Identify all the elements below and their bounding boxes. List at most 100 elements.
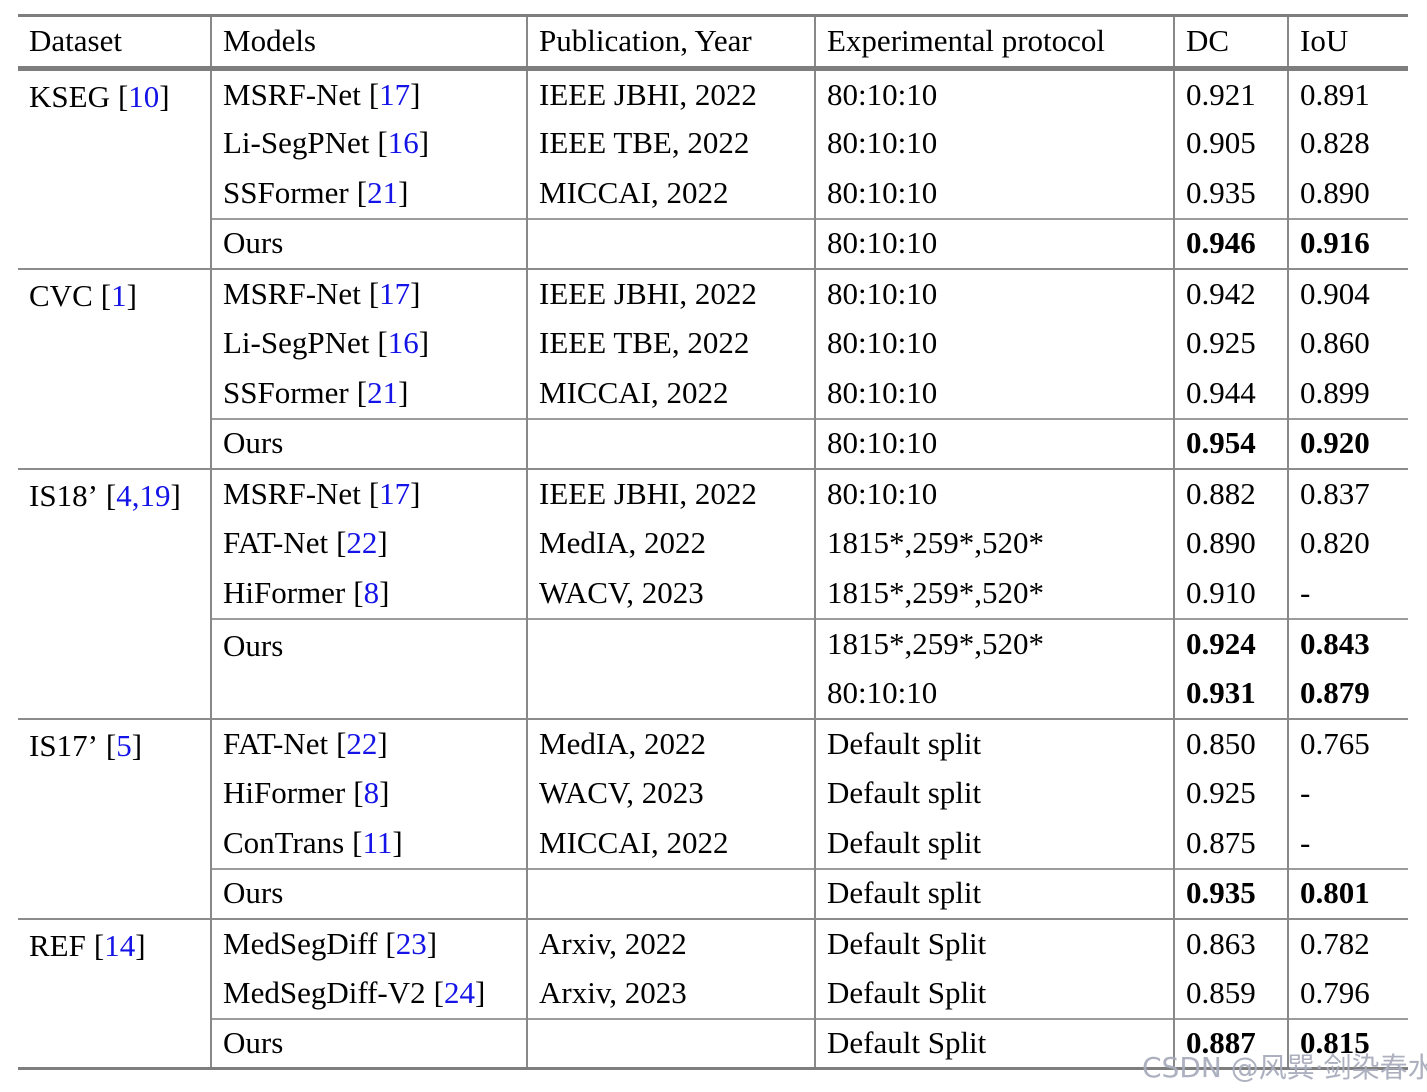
citation-link[interactable]: [1] <box>101 278 137 313</box>
dc-cell: 0.925 <box>1173 318 1288 369</box>
table-row: KSEG [10] MSRF-Net [17] IEEE JBHI, 2022 80… <box>18 68 1408 119</box>
bracket: [ <box>377 125 388 161</box>
cite-number[interactable]: 11 <box>362 824 393 860</box>
dataset-cell: IS18’ [4,19] <box>18 467 211 719</box>
ours-row: Ours Default split 0.935 0.801 <box>18 867 1408 919</box>
citation-link[interactable]: [21] <box>357 175 409 210</box>
citation-link[interactable]: [14] <box>94 928 146 963</box>
protocol-cell: 80:10:10 <box>814 368 1174 419</box>
citation-link[interactable]: [17] <box>369 77 421 112</box>
model-name: ConTrans <box>223 824 345 860</box>
citation-link[interactable]: [23] <box>385 926 437 961</box>
ours-row: 80:10:10 0.931 0.879 <box>18 668 1408 719</box>
cite-number[interactable]: 14 <box>104 927 136 963</box>
dc-cell: 0.931 <box>1173 668 1288 719</box>
dc-cell: 0.875 <box>1173 818 1288 869</box>
table-row: REF [14] MedSegDiff [23] Arxiv, 2022 Defau… <box>18 917 1408 1069</box>
cite-number[interactable]: 17 <box>379 475 411 511</box>
dataset-name: KSEG <box>29 79 110 114</box>
column-header-publication: Publication, Year <box>526 15 815 71</box>
model-name: HiFormer <box>223 574 346 610</box>
bracket: [ <box>352 824 363 860</box>
dc-cell: 0.882 <box>1173 467 1288 519</box>
table-row: SSFormer [21] MICCAI, 2022 80:10:10 0.935… <box>18 168 1408 219</box>
publication-cell: MICCAI, 2022 <box>526 818 815 869</box>
bracket: [ <box>385 925 396 961</box>
table-row: ConTrans [11] MICCAI, 2022 Default split … <box>18 818 1408 869</box>
cite-number[interactable]: 16 <box>387 125 419 161</box>
dc-cell: 0.859 <box>1173 968 1288 1019</box>
publication-cell <box>526 867 815 919</box>
dc-cell: 0.944 <box>1173 368 1288 419</box>
cite-number[interactable]: 21 <box>367 174 399 210</box>
bracket: ] <box>170 477 181 513</box>
dataset-name: CVC <box>29 277 93 313</box>
bracket: [ <box>368 475 380 511</box>
model-cell: HiFormer [8] <box>210 768 527 819</box>
cite-number[interactable]: 5 <box>116 727 132 763</box>
table-row: IS18’ [4,19] MSRF-Net [17] IEEE JBHI, 2022… <box>18 467 1408 719</box>
citation-link[interactable]: [24] <box>434 975 486 1010</box>
model-name: MSRF-Net <box>223 475 361 511</box>
iou-cell: 0.890 <box>1287 168 1408 219</box>
table-row: Li-SegPNet [16] IEEE TBE, 2022 80:10:10 0… <box>18 318 1408 369</box>
citation-link[interactable]: [8] <box>353 775 389 810</box>
protocol-cell: 80:10:10 <box>814 267 1174 319</box>
cite-number[interactable]: 23 <box>395 925 427 961</box>
publication-cell: MICCAI, 2022 <box>526 168 815 219</box>
iou-cell: 0.891 <box>1287 68 1408 119</box>
cite-number[interactable]: 1 <box>111 277 127 313</box>
dc-cell: 0.935 <box>1173 867 1288 919</box>
cite-number[interactable]: 22 <box>346 725 378 761</box>
citation-link[interactable]: [5] <box>106 728 142 763</box>
table-row: HiFormer [8] WACV, 2023 Default split 0.9… <box>18 768 1408 819</box>
protocol-cell: Default split <box>814 717 1174 769</box>
cite-number[interactable]: 10 <box>128 79 160 114</box>
citation-link[interactable]: [10] <box>118 79 170 114</box>
citation-link[interactable]: [11] <box>352 825 403 860</box>
bracket: ] <box>159 79 170 114</box>
bracket: ] <box>410 76 421 112</box>
publication-cell: Arxiv, 2023 <box>526 968 815 1019</box>
bracket: ] <box>410 275 421 311</box>
bracket: ] <box>392 824 403 860</box>
bracket: [ <box>336 525 347 561</box>
cite-number[interactable]: 17 <box>379 76 411 112</box>
protocol-cell: 80:10:10 <box>814 118 1174 169</box>
cite-number[interactable]: 4,19 <box>116 477 171 513</box>
protocol-cell: 80:10:10 <box>814 417 1174 469</box>
bracket: [ <box>353 775 364 811</box>
iou-cell: 0.765 <box>1287 717 1408 769</box>
cite-number[interactable]: 8 <box>363 574 380 610</box>
citation-link[interactable]: [22] <box>336 525 388 560</box>
citation-link[interactable]: [8] <box>353 575 389 610</box>
model-cell: MedSegDiff [23] <box>210 917 527 969</box>
cite-number[interactable]: 21 <box>367 374 399 410</box>
citation-link[interactable]: [21] <box>357 375 409 410</box>
publication-cell: IEEE JBHI, 2022 <box>526 68 815 119</box>
dc-cell: 0.942 <box>1173 267 1288 319</box>
iou-cell: 0.782 <box>1287 917 1408 969</box>
citation-link[interactable]: [4,19] <box>106 478 181 513</box>
bracket: ] <box>426 925 438 961</box>
protocol-cell: 80:10:10 <box>814 168 1174 219</box>
dc-cell: 0.925 <box>1173 768 1288 819</box>
model-name: SSFormer <box>223 374 349 410</box>
citation-link[interactable]: [16] <box>377 325 429 360</box>
cite-number[interactable]: 17 <box>379 275 411 311</box>
citation-link[interactable]: [17] <box>369 276 421 311</box>
citation-link[interactable]: [16] <box>377 125 429 160</box>
model-name: MedSegDiff <box>223 925 378 961</box>
citation-link[interactable]: [17] <box>369 476 421 511</box>
model-cell: MedSegDiff-V2 [24] <box>210 968 527 1019</box>
cite-number[interactable]: 16 <box>387 325 419 361</box>
bracket: ] <box>398 174 409 210</box>
dataset-cell: CVC [1] <box>18 267 211 469</box>
dc-cell: 0.954 <box>1173 417 1288 469</box>
cite-number[interactable]: 8 <box>363 775 380 811</box>
column-header-dataset: Dataset <box>18 15 211 71</box>
cite-number[interactable]: 22 <box>346 525 378 561</box>
dc-cell: 0.850 <box>1173 717 1288 769</box>
cite-number[interactable]: 24 <box>443 974 475 1010</box>
citation-link[interactable]: [22] <box>336 726 388 761</box>
